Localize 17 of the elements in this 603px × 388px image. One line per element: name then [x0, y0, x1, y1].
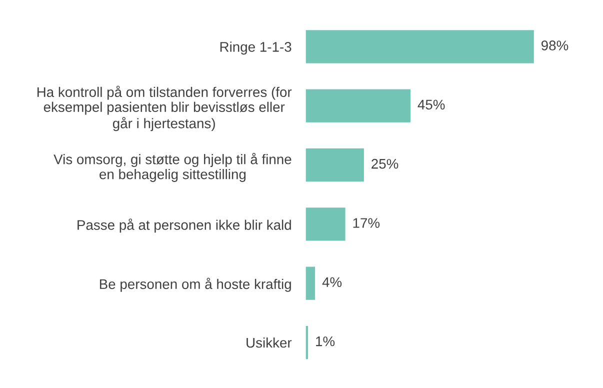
bar	[306, 30, 534, 64]
y-tick-label: Ringe 1-1-3	[220, 42, 292, 55]
y-tick-label: Usikker	[246, 337, 292, 348]
bar	[306, 266, 316, 300]
y-tick-label: Passe på at personen ikke blir kald	[78, 218, 291, 233]
bar	[306, 208, 346, 241]
y-tick-label: Ha kontroll på om tilstanden forverres (for eksempel pasienten blir bevisstløs eller går i hjertestans)	[37, 86, 292, 132]
bar	[306, 89, 410, 122]
data-label: 4%	[322, 277, 342, 288]
y-tick-label: Vis omsorg, gi støtte og hjelp til å finne en behagelig sittestilling	[54, 152, 292, 182]
y-tick-label: Be personen om å hoste kraftig	[100, 278, 291, 292]
data-label: 25%	[372, 158, 398, 169]
data-label: 45%	[418, 100, 445, 110]
data-label: 1%	[316, 336, 335, 346]
data-label: 98%	[541, 40, 568, 50]
bar	[306, 148, 364, 182]
data-label: 17%	[353, 218, 380, 228]
